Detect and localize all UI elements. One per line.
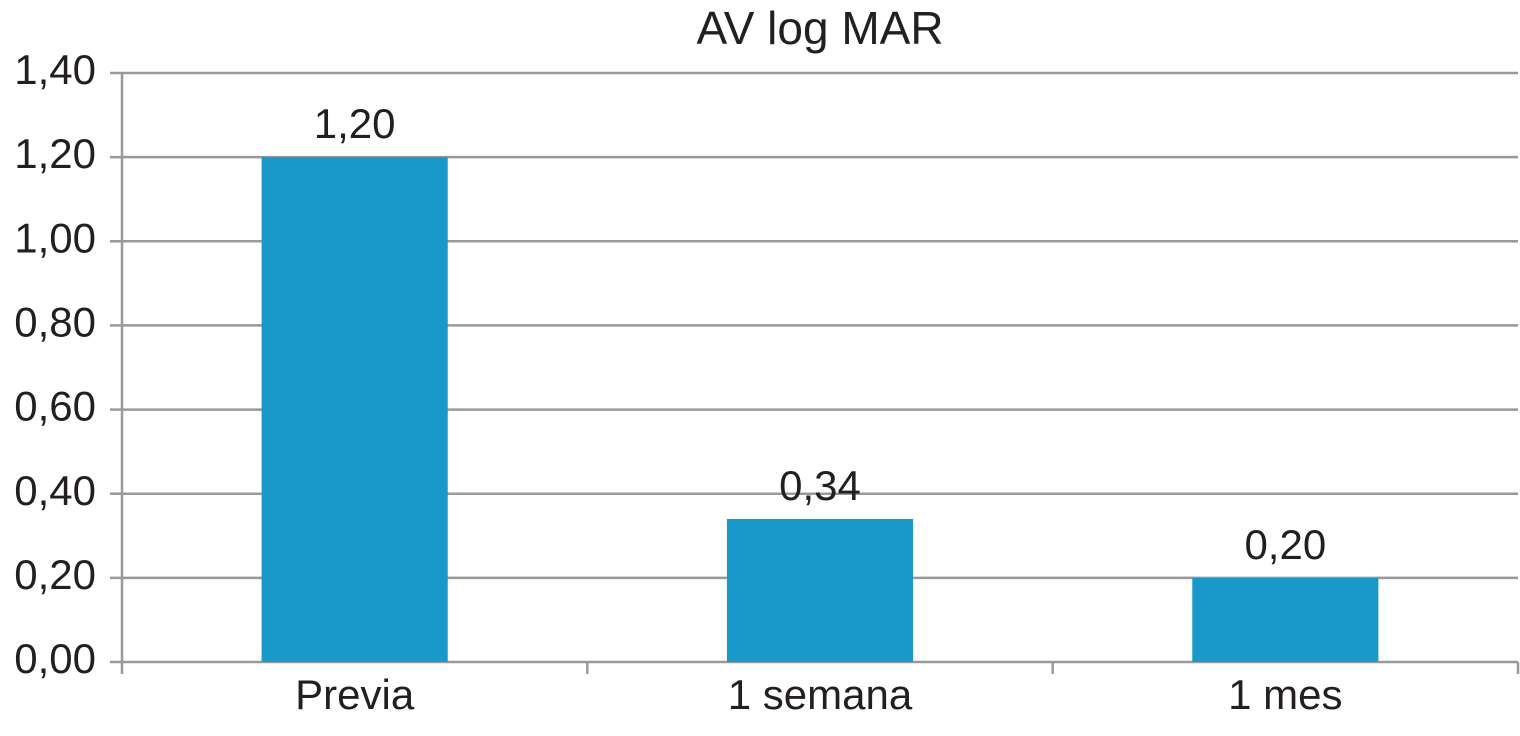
bar	[1192, 577, 1379, 662]
y-tick-label: 0,20	[14, 551, 96, 598]
y-tick-label: 1,40	[14, 46, 96, 93]
y-tick-label: 0,80	[14, 299, 96, 346]
bar	[726, 518, 914, 662]
x-tick-label: Previa	[295, 671, 415, 718]
data-label: 1,20	[314, 100, 396, 147]
x-tick-label: 1 mes	[1228, 671, 1342, 718]
y-tick-label: 0,60	[14, 383, 96, 430]
data-label: 0,20	[1244, 521, 1326, 568]
x-tick-label: 1 semana	[728, 671, 913, 718]
y-tick-label: 1,20	[14, 130, 96, 177]
y-tick-label: 0,00	[14, 635, 96, 682]
data-label: 0,34	[779, 462, 861, 509]
chart-title: AV log MAR	[696, 2, 943, 54]
y-tick-label: 0,40	[14, 467, 96, 514]
y-tick-label: 1,00	[14, 214, 96, 261]
bar	[261, 157, 448, 662]
